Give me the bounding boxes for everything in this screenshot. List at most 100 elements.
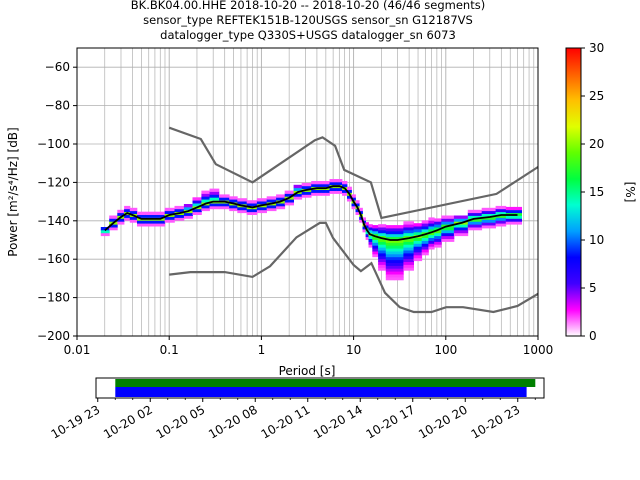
chart-title-line-1: BK.BK04.00.HHE 2018-10-20 -- 2018-10-20 … [131, 0, 485, 12]
psd-cell [301, 185, 312, 190]
psd-cell [192, 208, 202, 213]
psd-cell [164, 219, 175, 223]
psd-cell [403, 244, 414, 248]
psd-cell [421, 226, 429, 230]
psd-cell [505, 221, 515, 225]
psd-cell [403, 250, 414, 254]
psd-cell [413, 252, 423, 256]
psd-cell [434, 244, 442, 248]
psd-cell [372, 236, 379, 240]
psd-cell [403, 232, 414, 237]
psd-cell [378, 250, 387, 254]
psd-cell [342, 181, 348, 185]
psd-cell [441, 235, 455, 239]
psd-cell [385, 233, 395, 238]
psd-cell [336, 187, 343, 191]
psd-cell [117, 212, 125, 216]
psd-cell [421, 246, 429, 250]
psd-cell [117, 221, 125, 225]
psd-cell [453, 224, 469, 228]
psd-cell [117, 218, 125, 222]
psd-cell [209, 197, 220, 201]
psd-cell [413, 237, 423, 241]
psd-cell [513, 212, 522, 216]
psd-cell [495, 205, 507, 210]
psd-cell [266, 207, 277, 212]
psd-cell [385, 225, 395, 229]
psd-cell [229, 205, 238, 209]
psd-cell [378, 232, 387, 237]
psd-cell [441, 232, 455, 237]
chart-title-line-2: sensor_type REFTEK151B-120USGS sensor_sn… [143, 13, 473, 27]
y-tick-label: −120 [37, 175, 70, 189]
psd-cell [428, 234, 435, 238]
psd-cell [321, 181, 330, 185]
psd-cell [393, 251, 404, 255]
psd-cell [311, 181, 322, 185]
psd-cell [365, 233, 369, 238]
psd-cell [154, 211, 166, 215]
colorbar-tick-label: 10 [589, 233, 604, 247]
colorbar-ticks: 0 5 10 15 20 25 30 [581, 41, 604, 343]
colorbar-tick-label: 0 [589, 329, 597, 343]
timeline-tick-label: 10-20 05 [154, 402, 208, 441]
psd-cell [413, 229, 423, 233]
psd-cell [428, 217, 435, 221]
colorbar-tick-label: 25 [589, 89, 604, 103]
psd-cell [129, 219, 138, 223]
x-tick-label: 0.1 [160, 343, 179, 357]
psd-cell [513, 215, 522, 219]
psd-cell [413, 257, 423, 262]
psd-cell [362, 217, 366, 221]
psd-cell [385, 253, 395, 258]
psd-cell [301, 182, 312, 187]
psd-cell [321, 192, 330, 196]
y-tick-label: −180 [37, 291, 70, 305]
psd-cell [481, 207, 496, 212]
timeline-bars [115, 379, 536, 397]
psd-cell [183, 212, 193, 216]
psd-cell [413, 249, 423, 253]
psd-cell [284, 199, 294, 203]
psd-cell [453, 218, 469, 222]
psd-cell [467, 212, 483, 216]
psd-cell [154, 223, 166, 227]
psd-cell [174, 208, 185, 213]
psd-cell [413, 243, 423, 247]
psd-cell [393, 265, 404, 269]
psd-cell [403, 258, 414, 262]
psd-cell [145, 211, 155, 215]
psd-cell [421, 249, 429, 253]
psd-cell [495, 217, 507, 221]
psd-cell [385, 236, 395, 240]
psd-cell [434, 224, 442, 228]
psd-cell [124, 214, 131, 218]
chart-title-line-3: datalogger_type Q330S+USGS datalogger_sn… [160, 28, 456, 42]
psd-cell [467, 224, 483, 228]
timeline-bar [115, 387, 527, 397]
psd-cell [100, 229, 110, 234]
psd-cell [362, 226, 366, 230]
psd-cell [100, 232, 110, 237]
psd-cell [145, 220, 155, 224]
psd-cell [129, 210, 138, 214]
psd-cell [481, 210, 496, 214]
psd-cell [428, 231, 435, 236]
psd-cell [183, 204, 193, 208]
psd-cell [372, 225, 379, 229]
psd-cell [428, 226, 435, 230]
psd-cell [368, 238, 373, 242]
psd-cell [368, 229, 373, 234]
psd-cell [378, 264, 387, 268]
psd-cell [403, 224, 414, 228]
timeline-tick-label: 10-20 08 [206, 402, 260, 441]
colorbar-tick-label: 5 [589, 281, 597, 295]
psd-cell [276, 205, 286, 210]
y-tick-label: −160 [37, 252, 70, 266]
psd-cell [365, 225, 369, 229]
x-tick-label: 1 [258, 343, 266, 357]
psd-cell [385, 239, 395, 243]
timeline-bar [115, 379, 536, 387]
psd-cell [174, 205, 185, 210]
